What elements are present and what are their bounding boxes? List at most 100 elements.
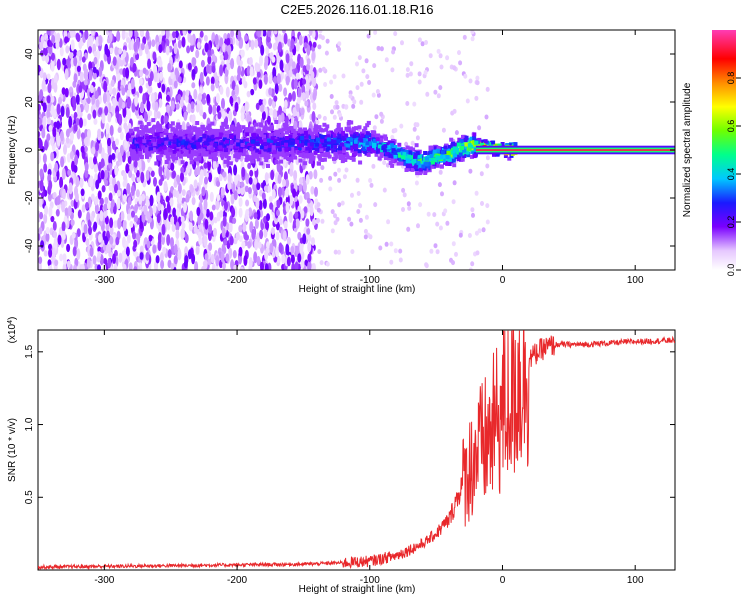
noise-cell — [118, 48, 123, 55]
noise-cell — [183, 259, 188, 269]
signal-cell — [421, 164, 426, 169]
noise-cell — [185, 194, 190, 203]
signal-cell — [301, 141, 306, 146]
noise-cell — [203, 34, 208, 42]
signal-cell — [176, 151, 181, 156]
signal-cell — [193, 152, 198, 157]
signal-cell — [276, 142, 281, 147]
signal-cell — [147, 141, 152, 146]
signal-cell — [405, 145, 410, 150]
noise-cell — [301, 92, 306, 99]
noise-cell — [111, 140, 116, 150]
noise-cell — [382, 187, 387, 193]
noise-cell — [69, 150, 74, 160]
noise-cell — [98, 66, 103, 78]
noise-cell — [217, 111, 222, 120]
signal-cell — [327, 154, 332, 159]
signal-cell — [344, 151, 349, 156]
signal-cell — [300, 143, 305, 148]
signal-cell — [404, 149, 409, 154]
signal-cell — [207, 123, 212, 128]
noise-cell — [299, 56, 304, 68]
noise-cell — [359, 99, 364, 105]
noise-cell — [475, 80, 480, 86]
noise-cell — [232, 250, 237, 259]
noise-cell — [56, 120, 61, 130]
signal-cell — [372, 130, 377, 135]
signal-cell — [332, 156, 336, 161]
noise-cell — [311, 237, 315, 246]
signal-cell — [262, 139, 267, 143]
noise-cell — [437, 182, 442, 188]
noise-cell — [372, 125, 377, 131]
noise-cell — [363, 228, 368, 234]
noise-cell — [371, 163, 376, 169]
noise-cell — [220, 187, 225, 196]
signal-cell — [267, 126, 272, 131]
signal-cell — [285, 130, 289, 135]
noise-cell — [299, 177, 303, 185]
signal-cell — [166, 156, 171, 161]
signal-cell — [338, 156, 343, 160]
noise-cell — [199, 71, 204, 84]
noise-cell — [305, 174, 310, 185]
signal-cell — [282, 122, 287, 127]
signal-cell — [245, 154, 250, 159]
signal-cell — [248, 157, 253, 162]
noise-cell — [140, 101, 145, 113]
noise-cell — [216, 180, 221, 187]
noise-cell — [231, 80, 236, 91]
noise-cell — [69, 52, 73, 59]
signal-cell — [189, 143, 194, 147]
signal-cell — [377, 144, 382, 149]
signal-cell — [268, 144, 273, 149]
noise-cell — [356, 191, 361, 196]
noise-cell — [115, 111, 120, 119]
signal-cell — [274, 120, 279, 124]
noise-cell — [134, 94, 139, 107]
signal-cell — [325, 124, 330, 129]
noise-cell — [485, 86, 490, 92]
signal-cell — [383, 156, 388, 160]
signal-cell — [467, 143, 472, 148]
signal-cell — [435, 148, 440, 153]
signal-cell — [141, 141, 146, 146]
noise-cell — [191, 114, 196, 122]
noise-cell — [337, 41, 342, 47]
signal-cell — [340, 159, 345, 164]
noise-cell — [207, 55, 212, 65]
signal-cell — [175, 148, 180, 153]
signal-cell — [346, 155, 351, 160]
noise-cell — [325, 261, 330, 267]
signal-cell — [322, 122, 327, 127]
signal-cell — [172, 142, 177, 147]
noise-cell — [210, 76, 215, 85]
noise-cell — [41, 79, 46, 91]
noise-cell — [302, 181, 307, 193]
signal-cell — [189, 160, 194, 165]
noise-cell — [406, 226, 411, 232]
noise-cell — [323, 82, 328, 87]
noise-cell — [268, 87, 273, 96]
noise-cell — [161, 223, 166, 236]
noise-cell — [291, 262, 296, 270]
noise-cell — [204, 42, 209, 53]
signal-cell — [229, 144, 234, 149]
noise-cell — [110, 79, 115, 87]
noise-cell — [50, 61, 55, 72]
noise-cell — [415, 122, 420, 128]
noise-cell — [116, 30, 121, 42]
noise-cell — [367, 80, 372, 85]
noise-cell — [171, 223, 176, 233]
noise-cell — [234, 84, 239, 95]
signal-cell — [199, 129, 203, 134]
noise-cell — [61, 167, 66, 180]
noise-cell — [133, 239, 138, 249]
signal-cell — [273, 132, 278, 137]
signal-cell — [220, 128, 224, 133]
signal-cell — [348, 141, 353, 146]
noise-cell — [313, 169, 318, 180]
noise-cell — [424, 263, 429, 269]
signal-cell — [251, 150, 255, 155]
signal-cell — [366, 152, 371, 157]
